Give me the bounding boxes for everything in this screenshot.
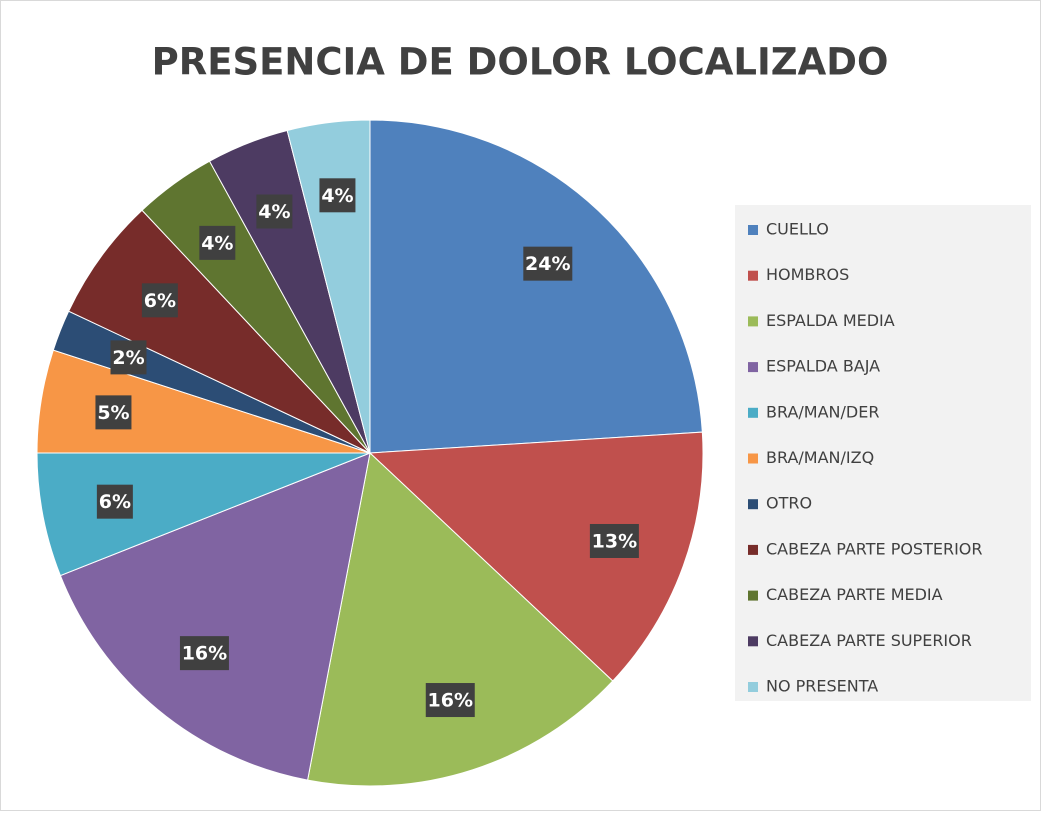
data-label-box: [199, 225, 236, 260]
legend-label: CABEZA PARTE POSTERIOR: [766, 539, 983, 558]
legend-swatch: [748, 270, 758, 281]
data-label-box: [256, 194, 293, 229]
pie-slice: [36, 452, 371, 577]
data-label: 16%: [182, 643, 227, 665]
data-label: 4%: [258, 201, 290, 223]
legend-swatch: [748, 316, 758, 327]
chart-title: PRESENCIA DE DOLOR LOCALIZADO: [152, 41, 889, 84]
data-label: 6%: [144, 290, 176, 312]
data-label: 24%: [525, 253, 570, 275]
data-label-box: [179, 636, 229, 671]
legend-swatch: [748, 590, 758, 601]
pie-slice: [59, 452, 371, 781]
legend-label: BRA/MAN/IZQ: [766, 448, 874, 467]
data-label-box: [319, 178, 356, 213]
data-label: 5%: [97, 402, 129, 424]
data-label-box: [589, 523, 639, 558]
pie-slice: [369, 119, 703, 454]
pie-slice: [68, 209, 371, 454]
legend-label: CUELLO: [766, 220, 829, 239]
data-label-box: [96, 484, 133, 519]
legend-label: HOMBROS: [766, 265, 849, 284]
pie-slice: [307, 452, 614, 787]
legend-swatch: [748, 544, 758, 555]
legend-label: ESPALDA MEDIA: [766, 311, 895, 330]
legend-box: [735, 205, 1031, 701]
legend-swatch: [748, 407, 758, 418]
legend-label: OTRO: [766, 494, 812, 513]
data-label: 2%: [112, 347, 144, 369]
data-label: 13%: [592, 530, 637, 552]
data-label-box: [141, 283, 178, 318]
data-label: 4%: [321, 185, 353, 207]
legend-swatch: [748, 682, 758, 692]
legend-label: NO PRESENTA: [766, 677, 878, 696]
data-label-box: [425, 683, 475, 718]
legend-swatch: [748, 225, 758, 235]
legend-swatch: [748, 453, 758, 464]
legend-label: ESPALDA BAJA: [766, 357, 880, 376]
legend-swatch: [748, 362, 758, 373]
pie-slice: [368, 431, 704, 682]
data-label: 16%: [428, 690, 473, 712]
data-label: 4%: [201, 232, 233, 254]
data-label: 6%: [99, 491, 131, 513]
legend-swatch: [748, 636, 758, 647]
legend-label: CABEZA PARTE SUPERIOR: [766, 631, 972, 650]
data-label-box: [523, 246, 573, 281]
legend-label: CABEZA PARTE MEDIA: [766, 585, 943, 604]
data-label-box: [95, 395, 132, 430]
legend-swatch: [748, 499, 758, 510]
legend-label: BRA/MAN/DER: [766, 402, 879, 421]
data-label-box: [110, 340, 147, 375]
